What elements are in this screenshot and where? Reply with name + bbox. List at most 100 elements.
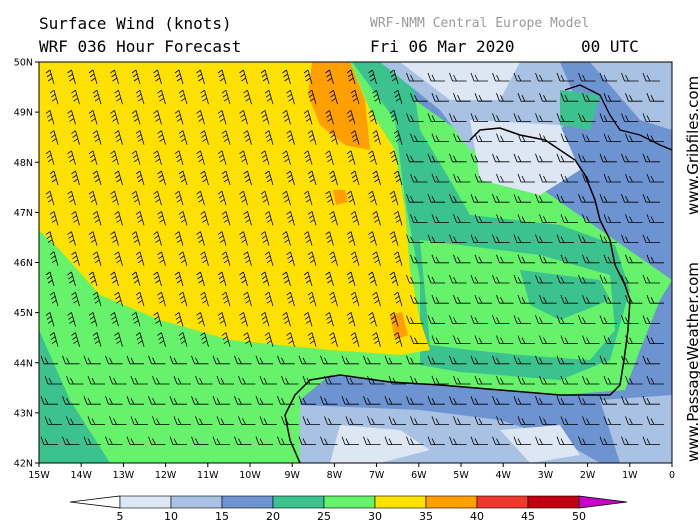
- wind-barb: [517, 416, 535, 425]
- wind-barb: [346, 69, 356, 85]
- colorbar-label: 25: [317, 510, 331, 523]
- wind-barb: [492, 274, 510, 284]
- wind-barb: [449, 234, 467, 243]
- wind-barb: [599, 72, 617, 82]
- wind-barb: [539, 295, 557, 304]
- lon-tick-label: 2W: [580, 470, 596, 481]
- wind-barb: [88, 312, 98, 327]
- wind-barb: [178, 251, 188, 266]
- wind-barb: [449, 153, 467, 163]
- lon-tick-label: 7W: [369, 470, 385, 481]
- wind-barb: [307, 170, 317, 186]
- wind-barb: [110, 110, 119, 125]
- wind-barb: [67, 190, 76, 206]
- wind-barb: [556, 194, 574, 203]
- wind-barb: [148, 396, 166, 405]
- wind-barb: [221, 291, 231, 307]
- wind-barb: [389, 69, 399, 85]
- wind-barb: [517, 214, 535, 223]
- wind-barb: [431, 375, 449, 385]
- wind-barb: [363, 396, 381, 405]
- wind-barb: [492, 72, 510, 82]
- wind-barb: [453, 416, 471, 425]
- wind-barb: [474, 133, 492, 142]
- wind-barb: [105, 396, 123, 405]
- wind-barb: [157, 130, 166, 145]
- wind-barb: [560, 295, 578, 304]
- wind-barb: [431, 295, 449, 304]
- wind-barb: [153, 69, 162, 85]
- wind-barb: [286, 291, 295, 307]
- wind-barb: [157, 211, 166, 226]
- wind-barb: [621, 113, 639, 122]
- wind-barb: [238, 416, 256, 425]
- wind-barb: [307, 332, 317, 347]
- wind-barb: [345, 375, 363, 385]
- lat-tick-label: 43N: [14, 408, 33, 419]
- wind-barb: [131, 150, 141, 165]
- wind-barb: [92, 332, 102, 347]
- wind-barb: [255, 436, 273, 445]
- colorbar-segment: [323, 495, 376, 509]
- wind-barb: [135, 130, 145, 145]
- wind-barb: [264, 291, 274, 307]
- wind-barb: [599, 355, 617, 365]
- colorbar-label: 15: [215, 510, 229, 523]
- wind-barb: [196, 150, 205, 165]
- wind-barb: [393, 332, 403, 347]
- colorbar-segment: [527, 495, 580, 509]
- wind-barb: [238, 375, 256, 385]
- wind-barb: [303, 69, 313, 85]
- wind-barb: [221, 170, 231, 186]
- wind-barb: [582, 375, 600, 385]
- wind-barb: [470, 72, 488, 82]
- wind-barb: [621, 436, 639, 445]
- wind-barb: [243, 130, 252, 145]
- wind-barb: [517, 254, 535, 264]
- wind-barb: [517, 93, 535, 102]
- wind-barb: [45, 110, 55, 125]
- wind-barb: [393, 130, 403, 145]
- wind-barb: [212, 355, 230, 365]
- wind-barb: [646, 254, 664, 264]
- wind-barb: [642, 274, 660, 284]
- wind-barb: [474, 335, 492, 344]
- wind-barb: [470, 315, 488, 324]
- wind-barb: [603, 416, 621, 425]
- wind-barb: [325, 190, 334, 206]
- wind-barb: [329, 130, 338, 145]
- wind-barb: [513, 72, 531, 82]
- wind-barb: [535, 72, 553, 82]
- wind-barb: [83, 355, 101, 365]
- wind-barb: [281, 416, 299, 425]
- wind-barb: [243, 291, 252, 307]
- wind-barb: [560, 214, 578, 223]
- wind-barb: [174, 69, 184, 85]
- wind-barb: [389, 110, 399, 125]
- wind-barb: [40, 396, 58, 405]
- wind-barb: [560, 416, 578, 425]
- wind-barb: [513, 355, 531, 365]
- wind-barb: [282, 69, 291, 85]
- wind-barb: [453, 133, 471, 142]
- wind-barb: [178, 211, 188, 226]
- wind-barb: [578, 194, 596, 203]
- wind-barb: [431, 133, 449, 142]
- wind-barb: [427, 274, 445, 284]
- wind-barb: [67, 110, 76, 125]
- wind-barb: [625, 214, 643, 223]
- wind-barb: [329, 211, 338, 226]
- wind-barb: [71, 251, 80, 266]
- wind-barb: [578, 436, 596, 445]
- wind-barb: [302, 375, 320, 385]
- wind-barb: [341, 355, 359, 365]
- wind-barb: [110, 69, 119, 85]
- wind-barb: [282, 271, 291, 287]
- wind-barb: [393, 291, 403, 307]
- wind-barb: [427, 153, 445, 163]
- wind-barb: [298, 436, 316, 445]
- wind-barb: [496, 416, 514, 425]
- wind-barb: [578, 315, 596, 324]
- wind-barb: [153, 231, 162, 246]
- wind-barb: [625, 93, 643, 102]
